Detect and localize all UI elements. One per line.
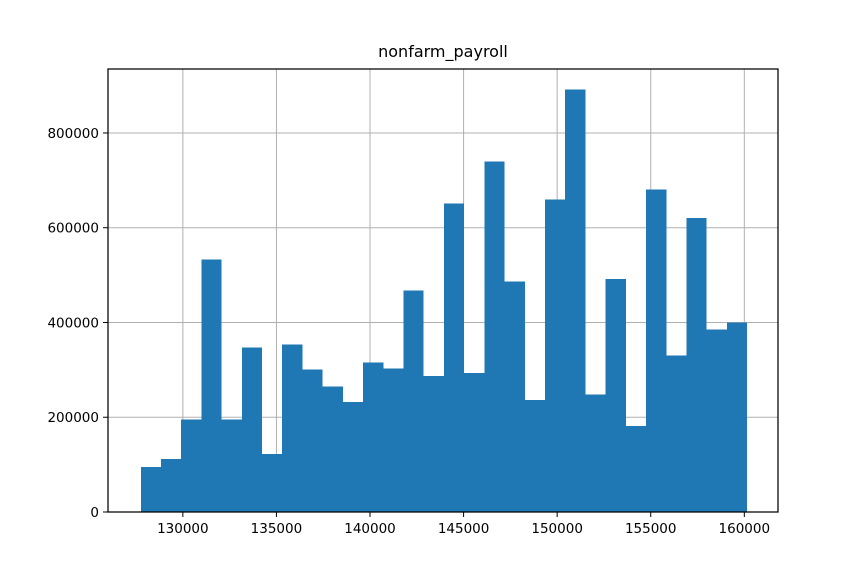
histogram-bar bbox=[302, 369, 323, 512]
y-axis: 0 200000 400000 600000 800000 bbox=[47, 126, 108, 521]
y-tick-label: 200000 bbox=[47, 410, 99, 426]
histogram-bar bbox=[282, 344, 303, 512]
x-tick-label: 160000 bbox=[719, 521, 771, 537]
histogram-bar bbox=[565, 89, 586, 512]
histogram-bar bbox=[666, 355, 687, 512]
x-tick-label: 150000 bbox=[531, 521, 583, 537]
histogram-bar bbox=[605, 278, 626, 512]
histogram-bar bbox=[625, 425, 647, 512]
histogram-bar bbox=[423, 376, 444, 512]
y-tick-label: 800000 bbox=[47, 126, 99, 142]
x-tick-label: 135000 bbox=[251, 521, 303, 537]
histogram-bar bbox=[443, 203, 465, 512]
histogram-bar bbox=[585, 394, 606, 512]
histogram-bar bbox=[686, 218, 707, 513]
histogram-bar bbox=[181, 419, 202, 512]
histogram-bar bbox=[262, 454, 283, 512]
histogram-bar bbox=[524, 400, 545, 512]
bars bbox=[140, 89, 748, 513]
x-tick-label: 155000 bbox=[625, 521, 677, 537]
histogram-bar bbox=[241, 347, 263, 512]
histogram-bar bbox=[646, 189, 667, 512]
y-tick-label: 400000 bbox=[47, 315, 99, 331]
y-tick-label: 600000 bbox=[47, 221, 99, 237]
plot-area-frame bbox=[107, 68, 779, 513]
histogram-bar bbox=[383, 368, 404, 512]
histogram-bar bbox=[726, 322, 748, 512]
histogram-bar bbox=[464, 373, 485, 512]
chart-title: nonfarm_payroll bbox=[378, 42, 508, 62]
histogram-bar bbox=[363, 362, 384, 512]
x-axis: 130000 135000 140000 145000 150000 155000 1600… bbox=[157, 512, 770, 537]
histogram-bar bbox=[221, 419, 242, 512]
histogram-bar bbox=[544, 199, 566, 512]
x-tick-label: 145000 bbox=[438, 521, 490, 537]
histogram-bar bbox=[706, 329, 727, 512]
x-tick-label: 140000 bbox=[344, 521, 396, 537]
histogram-bar bbox=[504, 281, 525, 512]
histogram-bar bbox=[140, 466, 161, 512]
histogram-bar bbox=[403, 290, 424, 512]
histogram-bar bbox=[201, 259, 222, 512]
histogram-bar bbox=[322, 386, 343, 512]
histogram-bar bbox=[484, 161, 505, 512]
histogram-bar bbox=[342, 402, 364, 512]
y-tick-label: 0 bbox=[90, 505, 99, 521]
x-tick-label: 130000 bbox=[157, 521, 209, 537]
histogram-bar bbox=[160, 458, 182, 512]
